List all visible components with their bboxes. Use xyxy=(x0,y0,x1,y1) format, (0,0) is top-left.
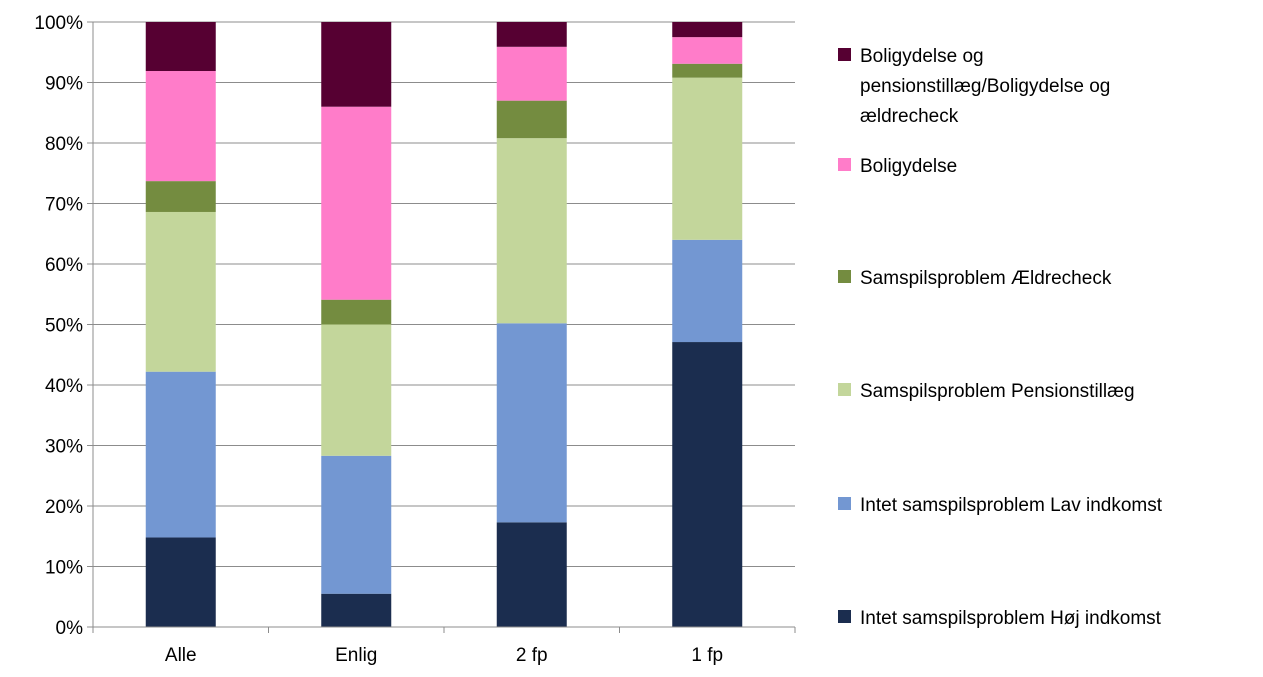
legend-swatch xyxy=(838,48,851,61)
bar-segment xyxy=(145,211,216,372)
bar-segment xyxy=(321,299,392,325)
y-tick-label: 60% xyxy=(45,255,83,276)
legend-label: Samspilsproblem Pensionstillæg xyxy=(860,381,1135,402)
x-category-label: 1 fp xyxy=(691,645,723,666)
bar-segment xyxy=(321,324,392,456)
bar-segment xyxy=(321,106,392,300)
y-tick-label: 10% xyxy=(45,558,83,579)
x-category-label: 2 fp xyxy=(516,645,548,666)
legend-label: Intet samspilsproblem Høj indkomst xyxy=(860,608,1162,629)
legend-label: ældrecheck xyxy=(860,106,959,127)
bar-segment xyxy=(672,342,743,627)
legend-swatch xyxy=(838,383,851,396)
legend-label: Samspilsproblem Ældrecheck xyxy=(860,268,1112,289)
y-tick-label: 100% xyxy=(34,13,83,34)
legend: Boligydelse og pensionstillæg/Boligydelse… xyxy=(838,46,1163,629)
bar-segment xyxy=(496,100,567,139)
y-tick-label: 40% xyxy=(45,376,83,397)
bar-segment xyxy=(145,371,216,538)
bar-segment xyxy=(496,522,567,627)
bar-segment xyxy=(145,181,216,212)
bar-segment xyxy=(496,46,567,101)
y-tick-label: 30% xyxy=(45,437,83,458)
bar-segment xyxy=(321,455,392,594)
bar-segment xyxy=(496,323,567,523)
bar-segment xyxy=(672,22,743,38)
bar-segment xyxy=(145,22,216,72)
legend-swatch xyxy=(838,497,851,510)
legend-label: Boligydelse xyxy=(860,156,957,177)
bar-segment xyxy=(672,37,743,64)
y-tick-label: 20% xyxy=(45,497,83,518)
bars xyxy=(145,22,743,627)
bar-segment xyxy=(496,22,567,47)
bar-segment xyxy=(145,537,216,627)
bar-segment xyxy=(321,22,392,107)
bar-segment xyxy=(496,138,567,324)
legend-swatch xyxy=(838,270,851,283)
legend-label: Intet samspilsproblem Lav indkomst xyxy=(860,495,1163,516)
y-tick-label: 90% xyxy=(45,74,83,95)
x-category-label: Alle xyxy=(165,645,197,666)
y-tick-label: 0% xyxy=(56,618,84,639)
bar-segment xyxy=(321,593,392,627)
y-tick-label: 80% xyxy=(45,134,83,155)
legend-swatch xyxy=(838,610,851,623)
bar-segment xyxy=(672,63,743,78)
y-tick-label: 50% xyxy=(45,316,83,337)
bar-segment xyxy=(672,239,743,343)
bar-segment xyxy=(145,71,216,182)
x-category-label: Enlig xyxy=(335,645,377,666)
bar-segment xyxy=(672,77,743,240)
legend-swatch xyxy=(838,158,851,171)
legend-label: pensionstillæg/Boligydelse og xyxy=(860,76,1110,97)
legend-label: Boligydelse og xyxy=(860,46,984,67)
axes: 0% 10% 20% 30% 40% 50% 60% 70% 80% 90% 100% Alle Enl… xyxy=(34,13,796,666)
y-tick-label: 70% xyxy=(45,195,83,216)
